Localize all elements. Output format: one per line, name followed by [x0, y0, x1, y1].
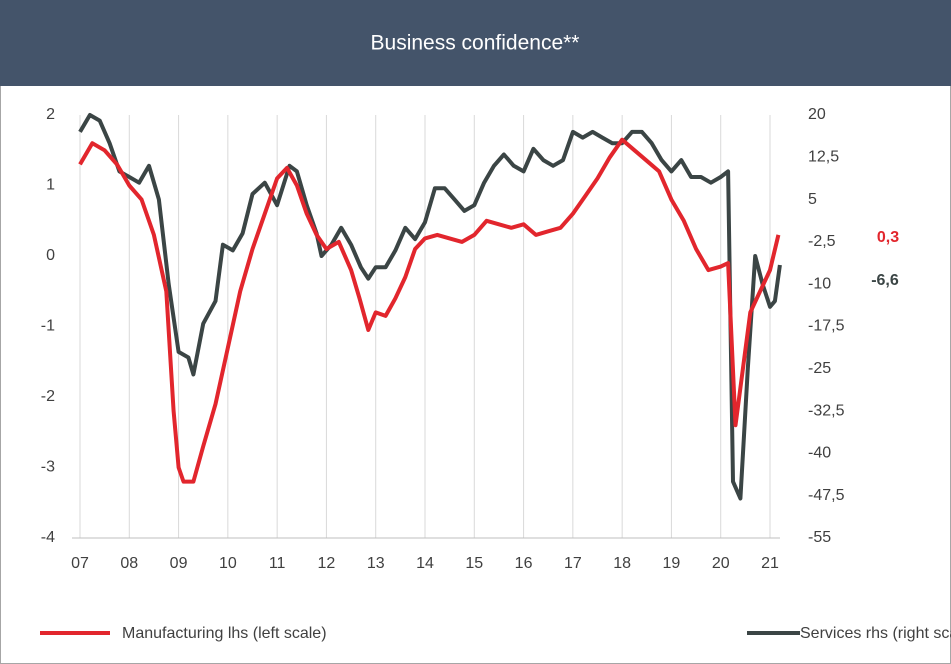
x-tick-label: 19	[663, 555, 681, 572]
x-tick-label: 20	[712, 555, 730, 572]
x-tick-label: 16	[515, 555, 533, 572]
x-tick-label: 12	[318, 555, 336, 572]
annotation: -6,6	[871, 272, 899, 289]
y2-tick-label: 20	[808, 106, 826, 123]
y-tick-label: -1	[41, 318, 55, 335]
annotation: 0,3	[877, 229, 899, 246]
x-tick-label: 18	[613, 555, 631, 572]
y2-tick-label: -47,5	[808, 487, 845, 504]
y2-tick-label: -55	[808, 529, 831, 546]
y-tick-label: -3	[41, 459, 55, 476]
y-tick-label: 2	[46, 106, 55, 123]
y2-tick-label: -17,5	[808, 318, 845, 335]
y2-tick-label: -2,5	[808, 233, 836, 250]
x-tick-label: 21	[761, 555, 779, 572]
series-line	[78, 113, 782, 501]
y2-tick-label: -40	[808, 445, 831, 462]
chart-title: Business confidence**	[371, 32, 580, 55]
series-line	[78, 137, 781, 484]
x-tick-label: 09	[170, 555, 188, 572]
y2-tick-label: 5	[808, 191, 817, 208]
y2-tick-label: -10	[808, 275, 831, 292]
y2-tick-label: -32,5	[808, 402, 845, 419]
x-tick-label: 13	[367, 555, 385, 572]
y2-tick-label: 12,5	[808, 149, 839, 166]
legend-label: Services rhs (right scale)	[800, 625, 951, 642]
x-tick-label: 11	[269, 555, 286, 572]
x-tick-label: 14	[416, 555, 434, 572]
y-tick-label: -2	[41, 388, 55, 405]
y-tick-label: 1	[46, 177, 55, 194]
x-tick-label: 15	[465, 555, 483, 572]
y-tick-label: 0	[46, 247, 55, 264]
x-tick-label: 17	[564, 555, 582, 572]
y-tick-label: -4	[41, 529, 55, 546]
legend-label: Manufacturing lhs (left scale)	[122, 625, 327, 642]
x-tick-label: 07	[71, 555, 89, 572]
header	[0, 0, 951, 86]
x-tick-label: 08	[120, 555, 138, 572]
y2-tick-label: -25	[808, 360, 831, 377]
x-tick-label: 10	[219, 555, 237, 572]
